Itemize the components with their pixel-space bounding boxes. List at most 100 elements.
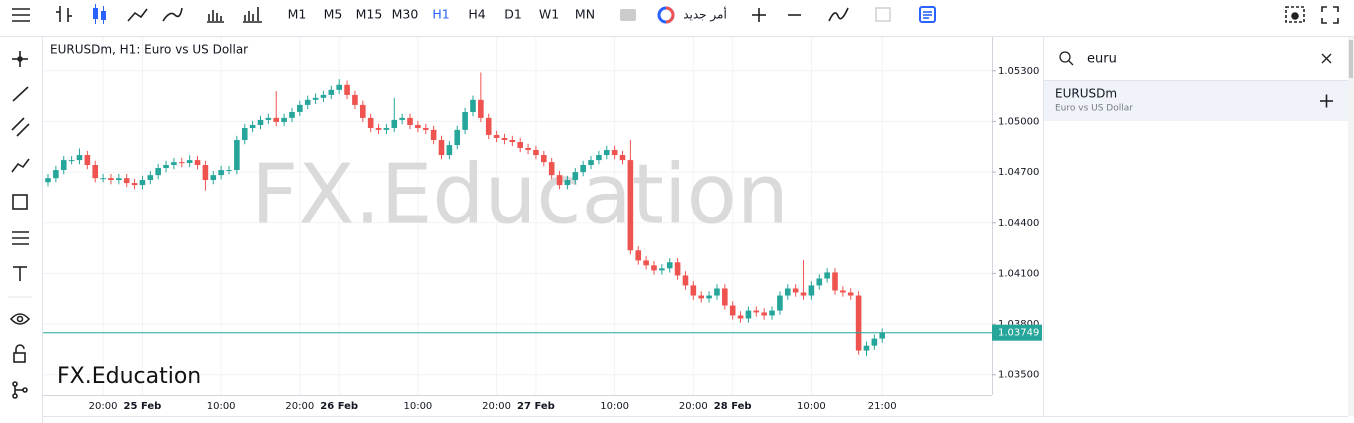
text-icon[interactable] [13,266,27,281]
candle-body [100,178,106,180]
timeframe-button[interactable]: M1 [288,7,307,22]
candle-body [659,268,665,271]
candle-body [297,104,303,112]
y-tick-label: 1.04400 [998,218,1039,229]
candle-body [68,160,75,162]
candle-body [234,140,240,171]
candle-body [635,250,642,261]
shape-icon[interactable] [12,194,28,210]
indicator-icon[interactable] [828,7,849,22]
timeframe-button[interactable]: W1 [539,7,559,22]
candle-body [375,128,382,130]
path-icon[interactable] [11,158,30,173]
candle-body [454,129,461,146]
clear-search[interactable] [1321,53,1332,64]
chart-trade-icon[interactable] [620,9,636,21]
scrollbar[interactable] [1348,37,1354,416]
zoom-in[interactable] [752,8,766,22]
watermark: FX.Education [251,147,789,242]
candle-body [76,155,83,161]
x-tick-label: 20:00 [679,401,708,412]
candle-body [533,149,539,156]
bar-chart-icon[interactable] [56,6,72,22]
candle-body [446,145,453,156]
template-icon[interactable] [919,6,936,23]
x-tick-label: 25 Feb [124,401,162,412]
x-tick-label: 21:00 [868,401,897,412]
candle-body [45,178,51,183]
lock-icon[interactable] [13,344,26,363]
candle-body [328,89,335,95]
candle-body [407,117,413,125]
candle-body [226,170,232,172]
candle-body [737,315,744,319]
candle-body [564,180,571,186]
candle-body [273,117,280,122]
timeframe-button[interactable]: MN [575,7,595,22]
search-result[interactable] [1044,81,1348,121]
candle-body [249,124,256,129]
candle-chart-icon[interactable] [93,4,106,24]
menu-icon[interactable] [12,8,30,22]
fib-icon[interactable] [12,231,29,245]
grid: 1.03500 1.03800 1.04100 1.04400 1.04700 1.050… [43,37,1039,412]
candle-body [367,117,374,129]
candle-body [643,260,649,266]
result-symbol: EURUSDm [1055,87,1117,101]
channel-icon[interactable] [11,117,30,137]
screenshot-icon[interactable] [1285,6,1305,23]
x-tick-label: 27 Feb [517,401,555,412]
candle-body [430,129,437,141]
candle-body [706,295,712,299]
candle-body [344,84,350,95]
result-description: Euro vs US Dollar [1055,104,1133,114]
tree-icon[interactable] [12,381,28,399]
crosshair-icon[interactable] [12,51,28,67]
timeframe-button[interactable]: M15 [356,7,383,22]
add-symbol[interactable] [1320,94,1333,108]
indicators-icon[interactable] [243,7,262,23]
candle-body [131,183,138,186]
area-icon[interactable] [162,7,183,22]
candle-body [596,155,602,161]
y-tick-label: 1.03500 [998,370,1039,381]
candle-body [745,310,752,319]
candle-body [525,147,531,150]
candle-body [84,155,91,166]
eye-icon[interactable] [9,313,31,325]
x-tick-label: 20:00 [482,401,511,412]
candle-body [541,155,547,163]
candle-body [178,162,185,164]
candle-body [714,288,720,296]
timeframe-button[interactable]: H1 [432,7,449,22]
candle-body [352,94,358,105]
trendline-icon[interactable] [12,86,29,102]
volume-icon[interactable] [207,10,224,23]
candle-body [470,99,476,112]
price-label: 1.03749 [998,328,1039,339]
candle-body [808,285,815,296]
candle-body [871,338,878,346]
x-tick-label: 10:00 [600,401,629,412]
search-input[interactable]: euru [1087,52,1117,67]
candle-body [139,180,146,186]
scroll-thumb[interactable] [1349,40,1353,78]
timeframe-button[interactable]: M30 [392,7,419,22]
x-tick-label: 10:00 [207,401,236,412]
candle-body [840,290,846,293]
candle-body [265,117,272,120]
calendar-icon[interactable] [875,7,891,22]
candle-body [572,172,579,181]
x-tick-label: 20:00 [285,401,314,412]
line-chart-icon[interactable] [127,8,148,22]
candle-body [666,262,673,269]
fullscreen-icon[interactable] [1321,6,1339,24]
candle-body [438,140,445,156]
new-order[interactable]: أمر جديد [683,7,727,23]
timeframe-button[interactable]: H4 [468,7,485,22]
order-icon-half [665,6,675,24]
timeframe-button[interactable]: D1 [504,7,522,22]
candle-body [548,162,555,176]
timeframe-button[interactable]: M5 [324,7,343,22]
